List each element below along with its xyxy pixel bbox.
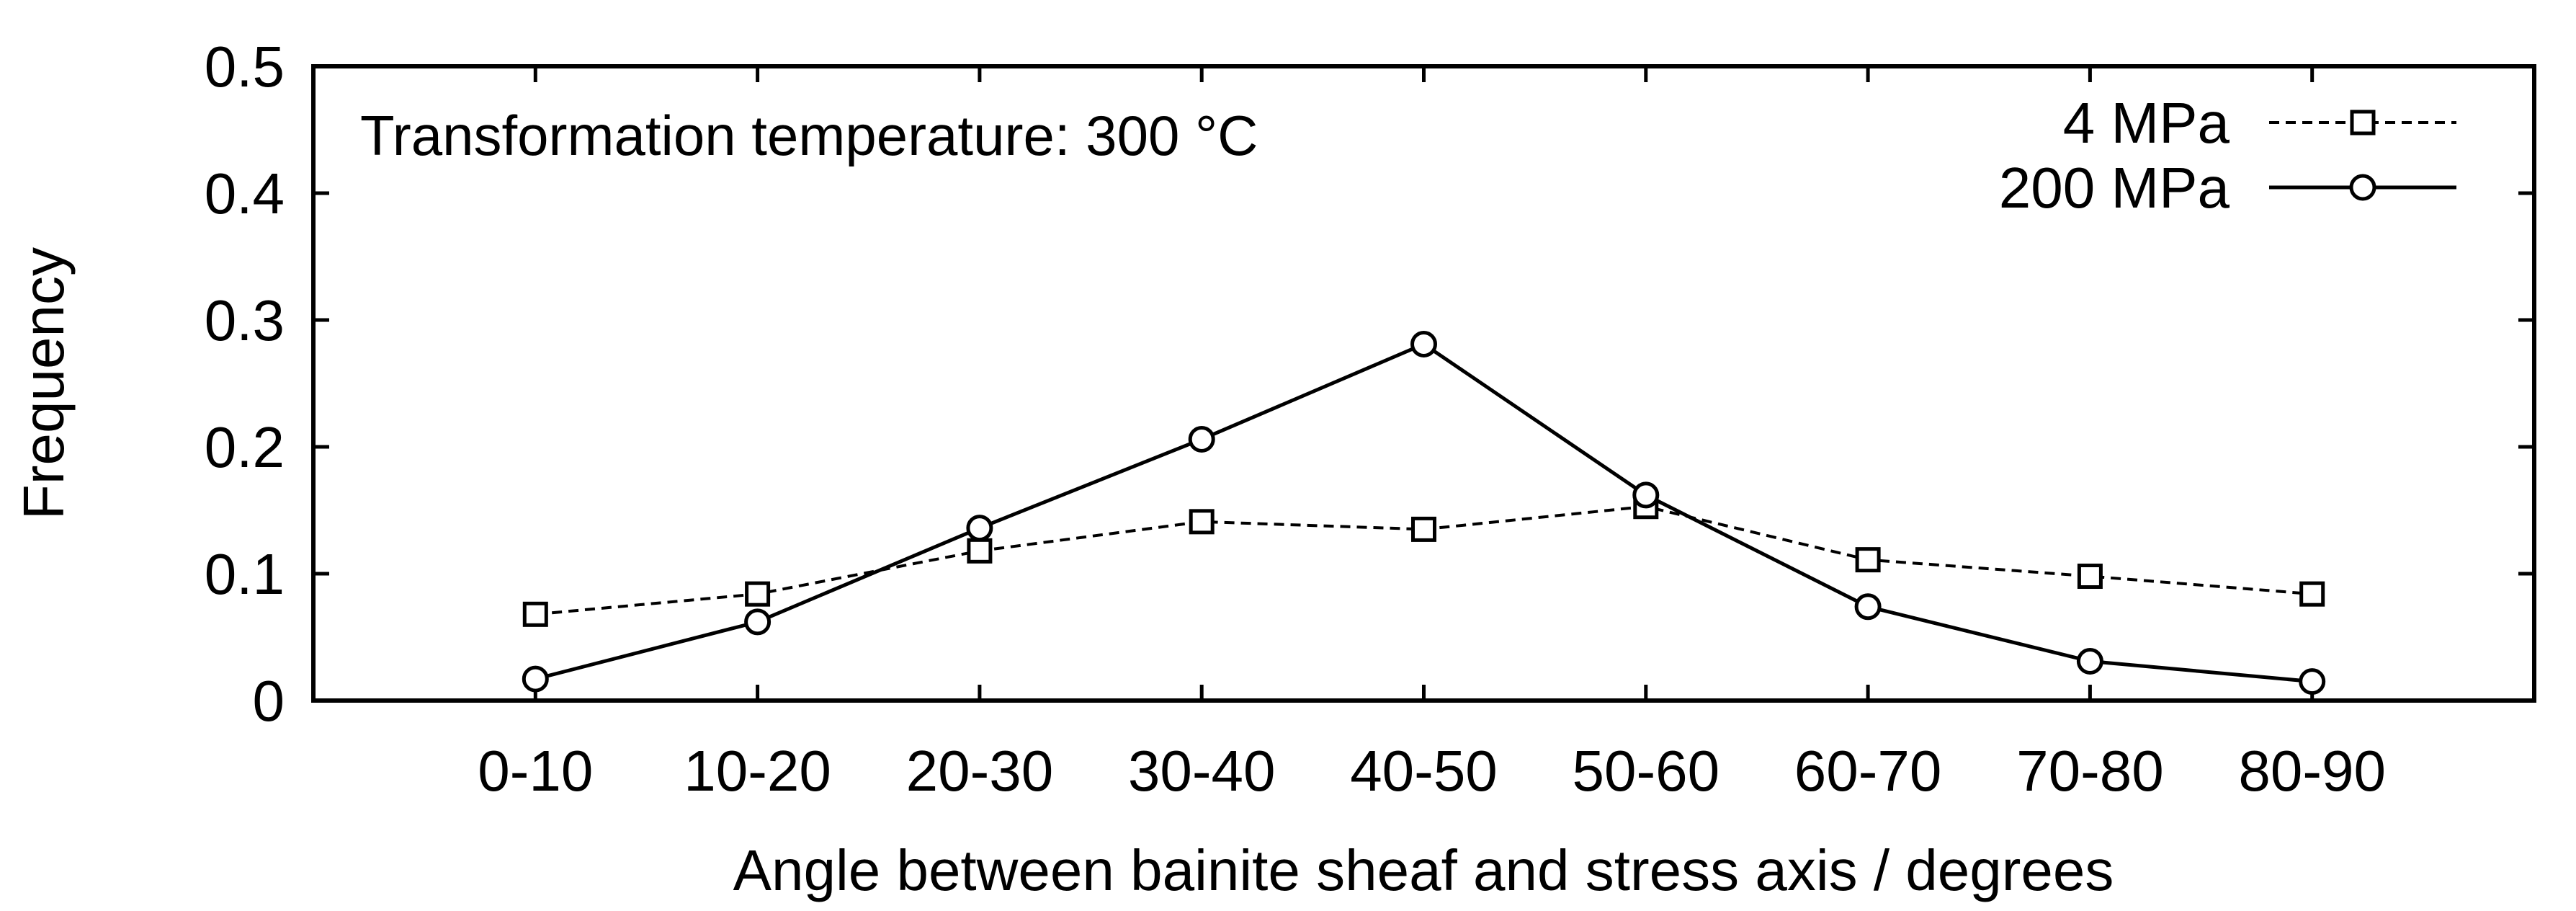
data-point-circle [1854,593,1882,621]
data-point-square [745,581,771,607]
y-tick-label: 0.1 [205,542,285,606]
data-point-square [1411,516,1436,542]
legend-label: 200 MPa [1999,156,2230,220]
series-200-mpa [522,330,2326,696]
data-point-circle [1188,425,1215,453]
x-tick-label: 70-80 [2016,739,2164,803]
annotation-text: Transformation temperature: 300 °C [360,104,1258,167]
legend-marker-square [2350,110,2376,135]
x-tick-label: 40-50 [1350,739,1498,803]
y-tick-label: 0.2 [205,415,285,479]
y-tick-label: 0.4 [205,161,285,226]
legend-marker-circle [2349,174,2376,201]
data-point-circle [522,665,549,693]
x-tick-label: 80-90 [2238,739,2386,803]
x-tick-label: 50-60 [1572,739,1719,803]
data-point-circle [966,515,993,542]
data-point-circle [744,608,772,636]
y-tick-label: 0.3 [205,288,285,352]
x-tick-label: 10-20 [684,739,831,803]
x-tick-label: 30-40 [1128,739,1276,803]
x-axis-label: Angle between bainite sheaf and stress a… [733,838,2114,902]
data-point-square [1189,509,1215,535]
series-layer [522,330,2326,696]
legend-label: 4 MPa [2063,91,2230,155]
x-tick-label: 20-30 [906,739,1054,803]
data-point-circle [1632,481,1660,509]
data-point-square [522,601,548,627]
y-tick-label: 0 [253,669,285,733]
series-line [535,342,2312,684]
series-4-mpa [522,494,2325,627]
data-point-square [2077,564,2103,590]
x-tick-label: 60-70 [1794,739,1942,803]
y-tick-label: 0.5 [205,35,285,99]
axes: 0 0.1 0.2 0.3 0.4 0.5 0-10 10-20 20-30 30-40 40-50… [205,35,2536,803]
data-point-square [1855,547,1881,573]
x-tick-label: 0-10 [478,739,593,803]
data-point-square [2299,581,2325,607]
data-point-circle [1410,330,1437,357]
data-point-square [967,538,993,564]
data-point-circle [2299,668,2326,696]
y-axis-label: Frequency [12,247,76,520]
data-point-circle [2076,647,2103,675]
